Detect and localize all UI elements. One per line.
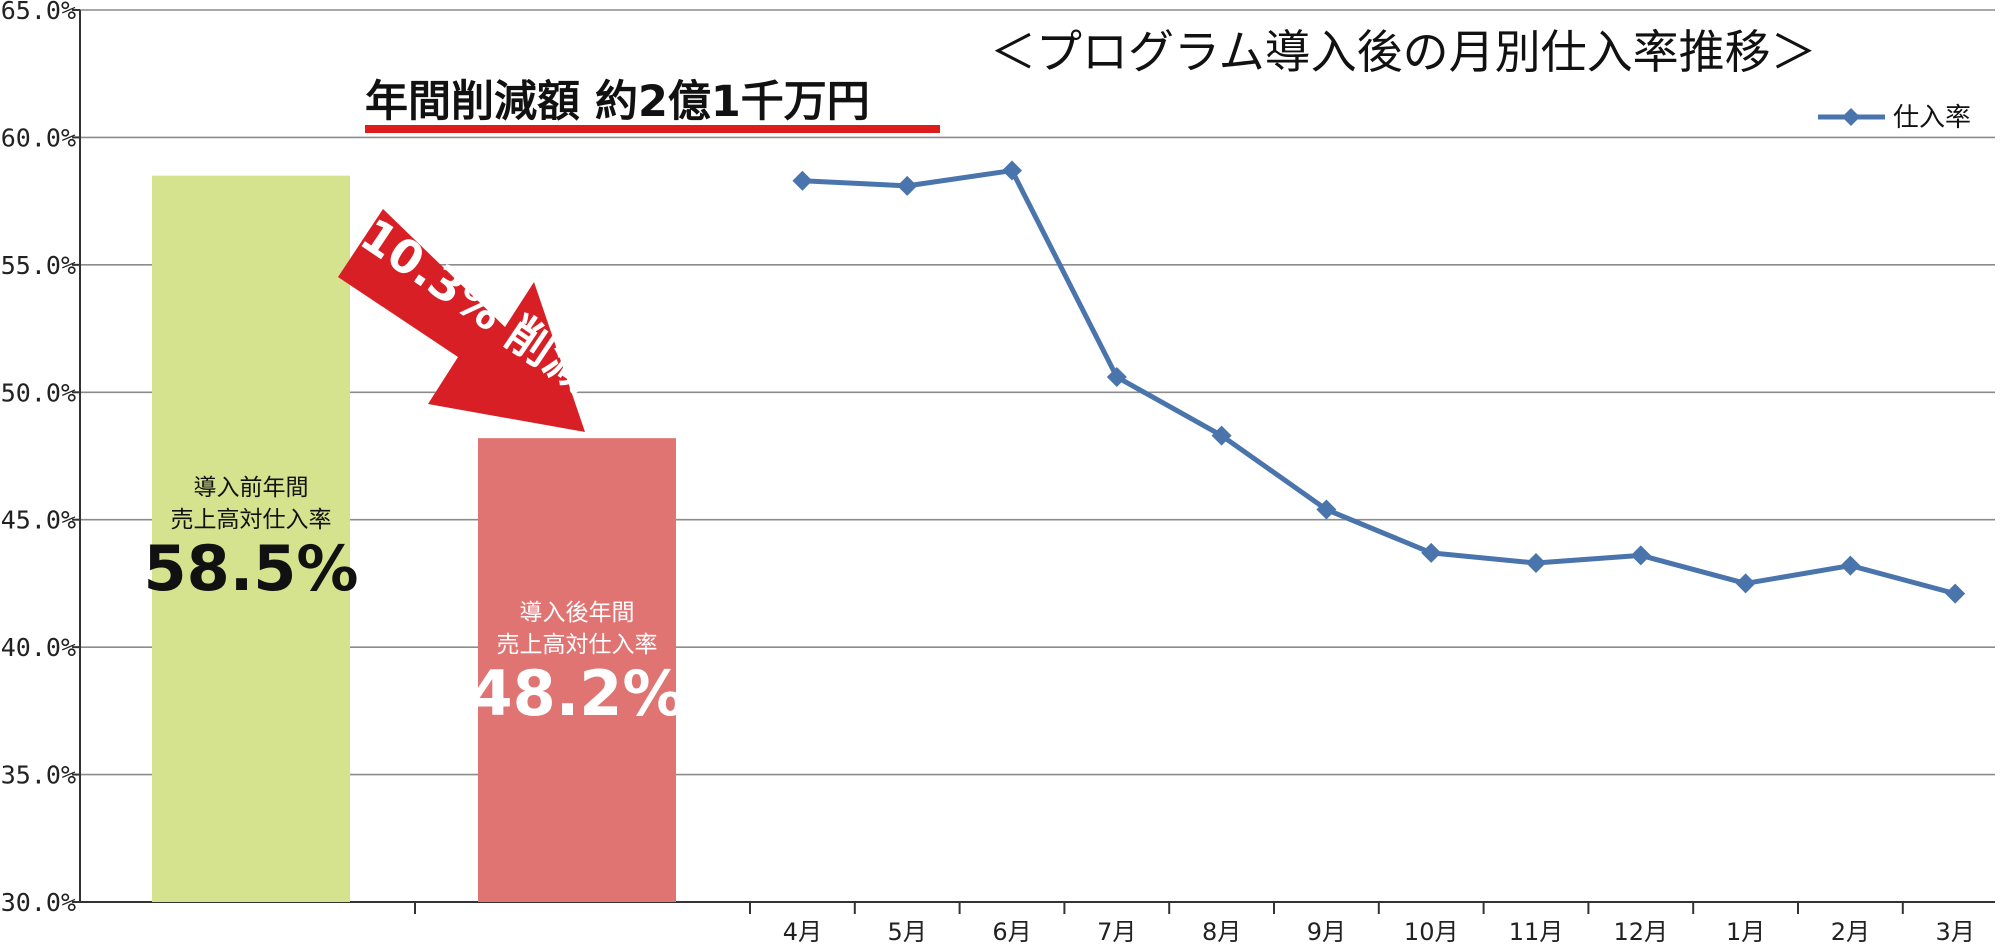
x-tick-label: 12月 [1614,918,1669,944]
legend-label: 仕入率 [1893,103,1971,133]
y-tick-label: 30.0% [1,888,76,917]
data-point-marker [1002,160,1022,181]
x-tick-label: 7月 [1097,918,1136,944]
x-tick-label: 11月 [1509,918,1564,944]
reduction-arrow-shape [338,209,585,432]
legend-diamond-marker [1842,108,1860,126]
legend: 仕入率 [1818,103,1971,133]
monthly-series [792,160,1966,604]
comparison-bar [152,175,350,902]
x-tick-label: 3月 [1936,918,1975,944]
y-axis-ticks: 30.0% 35.0% 40.0% 45.0% 50.0% 55.0% 60.0% 65.0% [1,0,80,917]
x-tick-label: 8月 [1202,918,1241,944]
y-tick-label: 45.0% [1,506,76,535]
data-point-marker [1316,499,1337,520]
bar-label: 売上高対仕入率 [497,632,658,658]
annual-savings-headline: 年間削減額 約2億1千万円 [365,77,870,127]
bar-value-label: 58.5% [143,532,358,605]
data-point-marker [1106,366,1127,387]
y-tick-label: 35.0% [1,761,76,790]
bar-label: 導入後年間 [520,600,635,626]
x-tick-label: 9月 [1307,918,1346,944]
bar-label: 導入前年間 [194,475,309,501]
bar-label: 売上高対仕入率 [171,507,332,533]
reduction-arrow: 10.3% 削減 [338,208,603,432]
x-tick-label: 5月 [888,918,927,944]
y-tick-label: 40.0% [1,633,76,662]
data-point-marker [1526,553,1546,574]
data-point-marker [1211,425,1232,446]
series-line [802,168,1956,597]
data-point-marker [1945,583,1966,604]
data-point-marker [897,175,918,196]
y-tick-label: 55.0% [1,251,76,280]
x-axis-ticks: 4月 5月 6月 7月 8月 9月 10月 11月 12月 1月 2月 3月 [414,902,1975,944]
data-point-marker [1630,545,1651,566]
data-point-marker [1735,573,1756,594]
data-point-marker [1840,555,1861,576]
line-chart-title: ＜プログラム導入後の月別仕入率推移＞ [990,25,1817,79]
data-point-marker [1421,542,1442,563]
y-tick-label: 65.0% [1,0,76,25]
headline-underline [365,125,940,133]
x-tick-label: 6月 [992,918,1031,944]
bar-value-label: 48.2% [469,657,684,730]
x-tick-label: 10月 [1404,918,1459,944]
y-tick-label: 60.0% [1,123,76,152]
comparison-bar [478,438,676,902]
x-tick-label: 4月 [783,918,822,944]
x-tick-label: 1月 [1726,918,1765,944]
data-point-marker [792,170,813,191]
y-tick-label: 50.0% [1,378,76,407]
x-tick-label: 2月 [1831,918,1870,944]
